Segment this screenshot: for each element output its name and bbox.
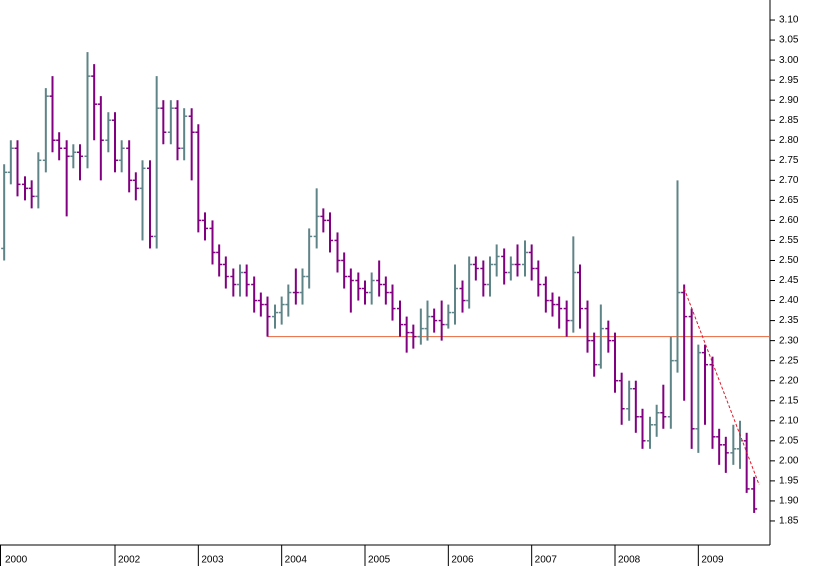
y-tick-label: 2.60 xyxy=(779,215,799,226)
y-tick-label: 2.40 xyxy=(779,295,799,306)
y-tick-label: 2.55 xyxy=(779,235,799,246)
y-tick-label: 2.15 xyxy=(779,395,799,406)
y-tick-label: 2.50 xyxy=(779,255,799,266)
y-tick-label: 2.00 xyxy=(779,455,799,466)
y-tick-label: 2.65 xyxy=(779,195,799,206)
y-tick-label: 2.70 xyxy=(779,175,799,186)
y-tick-label: 2.05 xyxy=(779,435,799,446)
y-tick-label: 1.90 xyxy=(779,496,799,507)
y-tick-label: 2.90 xyxy=(779,95,799,106)
y-tick-label: 1.95 xyxy=(779,476,799,487)
y-tick-label: 2.80 xyxy=(779,135,799,146)
y-tick-label: 2.35 xyxy=(779,315,799,326)
x-tick-label: 2004 xyxy=(285,555,308,566)
y-tick-label: 2.85 xyxy=(779,115,799,126)
x-tick-label: 2007 xyxy=(535,555,558,566)
x-tick-label: 2003 xyxy=(201,555,224,566)
y-tick-label: 2.20 xyxy=(779,375,799,386)
y-tick-label: 2.75 xyxy=(779,155,799,166)
y-tick-label: 1.85 xyxy=(779,516,799,527)
trend-line xyxy=(683,288,760,486)
x-tick-label: 2000 xyxy=(5,555,28,566)
y-tick-label: 2.45 xyxy=(779,275,799,286)
x-tick-label: 2006 xyxy=(451,555,474,566)
x-tick-label: 2008 xyxy=(618,555,641,566)
y-tick-label: 3.00 xyxy=(779,55,799,66)
y-tick-label: 2.95 xyxy=(779,75,799,86)
y-tick-label: 2.30 xyxy=(779,335,799,346)
x-tick-label: 2005 xyxy=(368,555,391,566)
y-tick-label: 3.05 xyxy=(779,35,799,46)
y-tick-label: 3.10 xyxy=(779,15,799,26)
y-tick-label: 2.10 xyxy=(779,415,799,426)
x-tick-label: 2002 xyxy=(118,555,141,566)
y-tick-label: 2.25 xyxy=(779,355,799,366)
x-tick-label: 2009 xyxy=(701,555,724,566)
